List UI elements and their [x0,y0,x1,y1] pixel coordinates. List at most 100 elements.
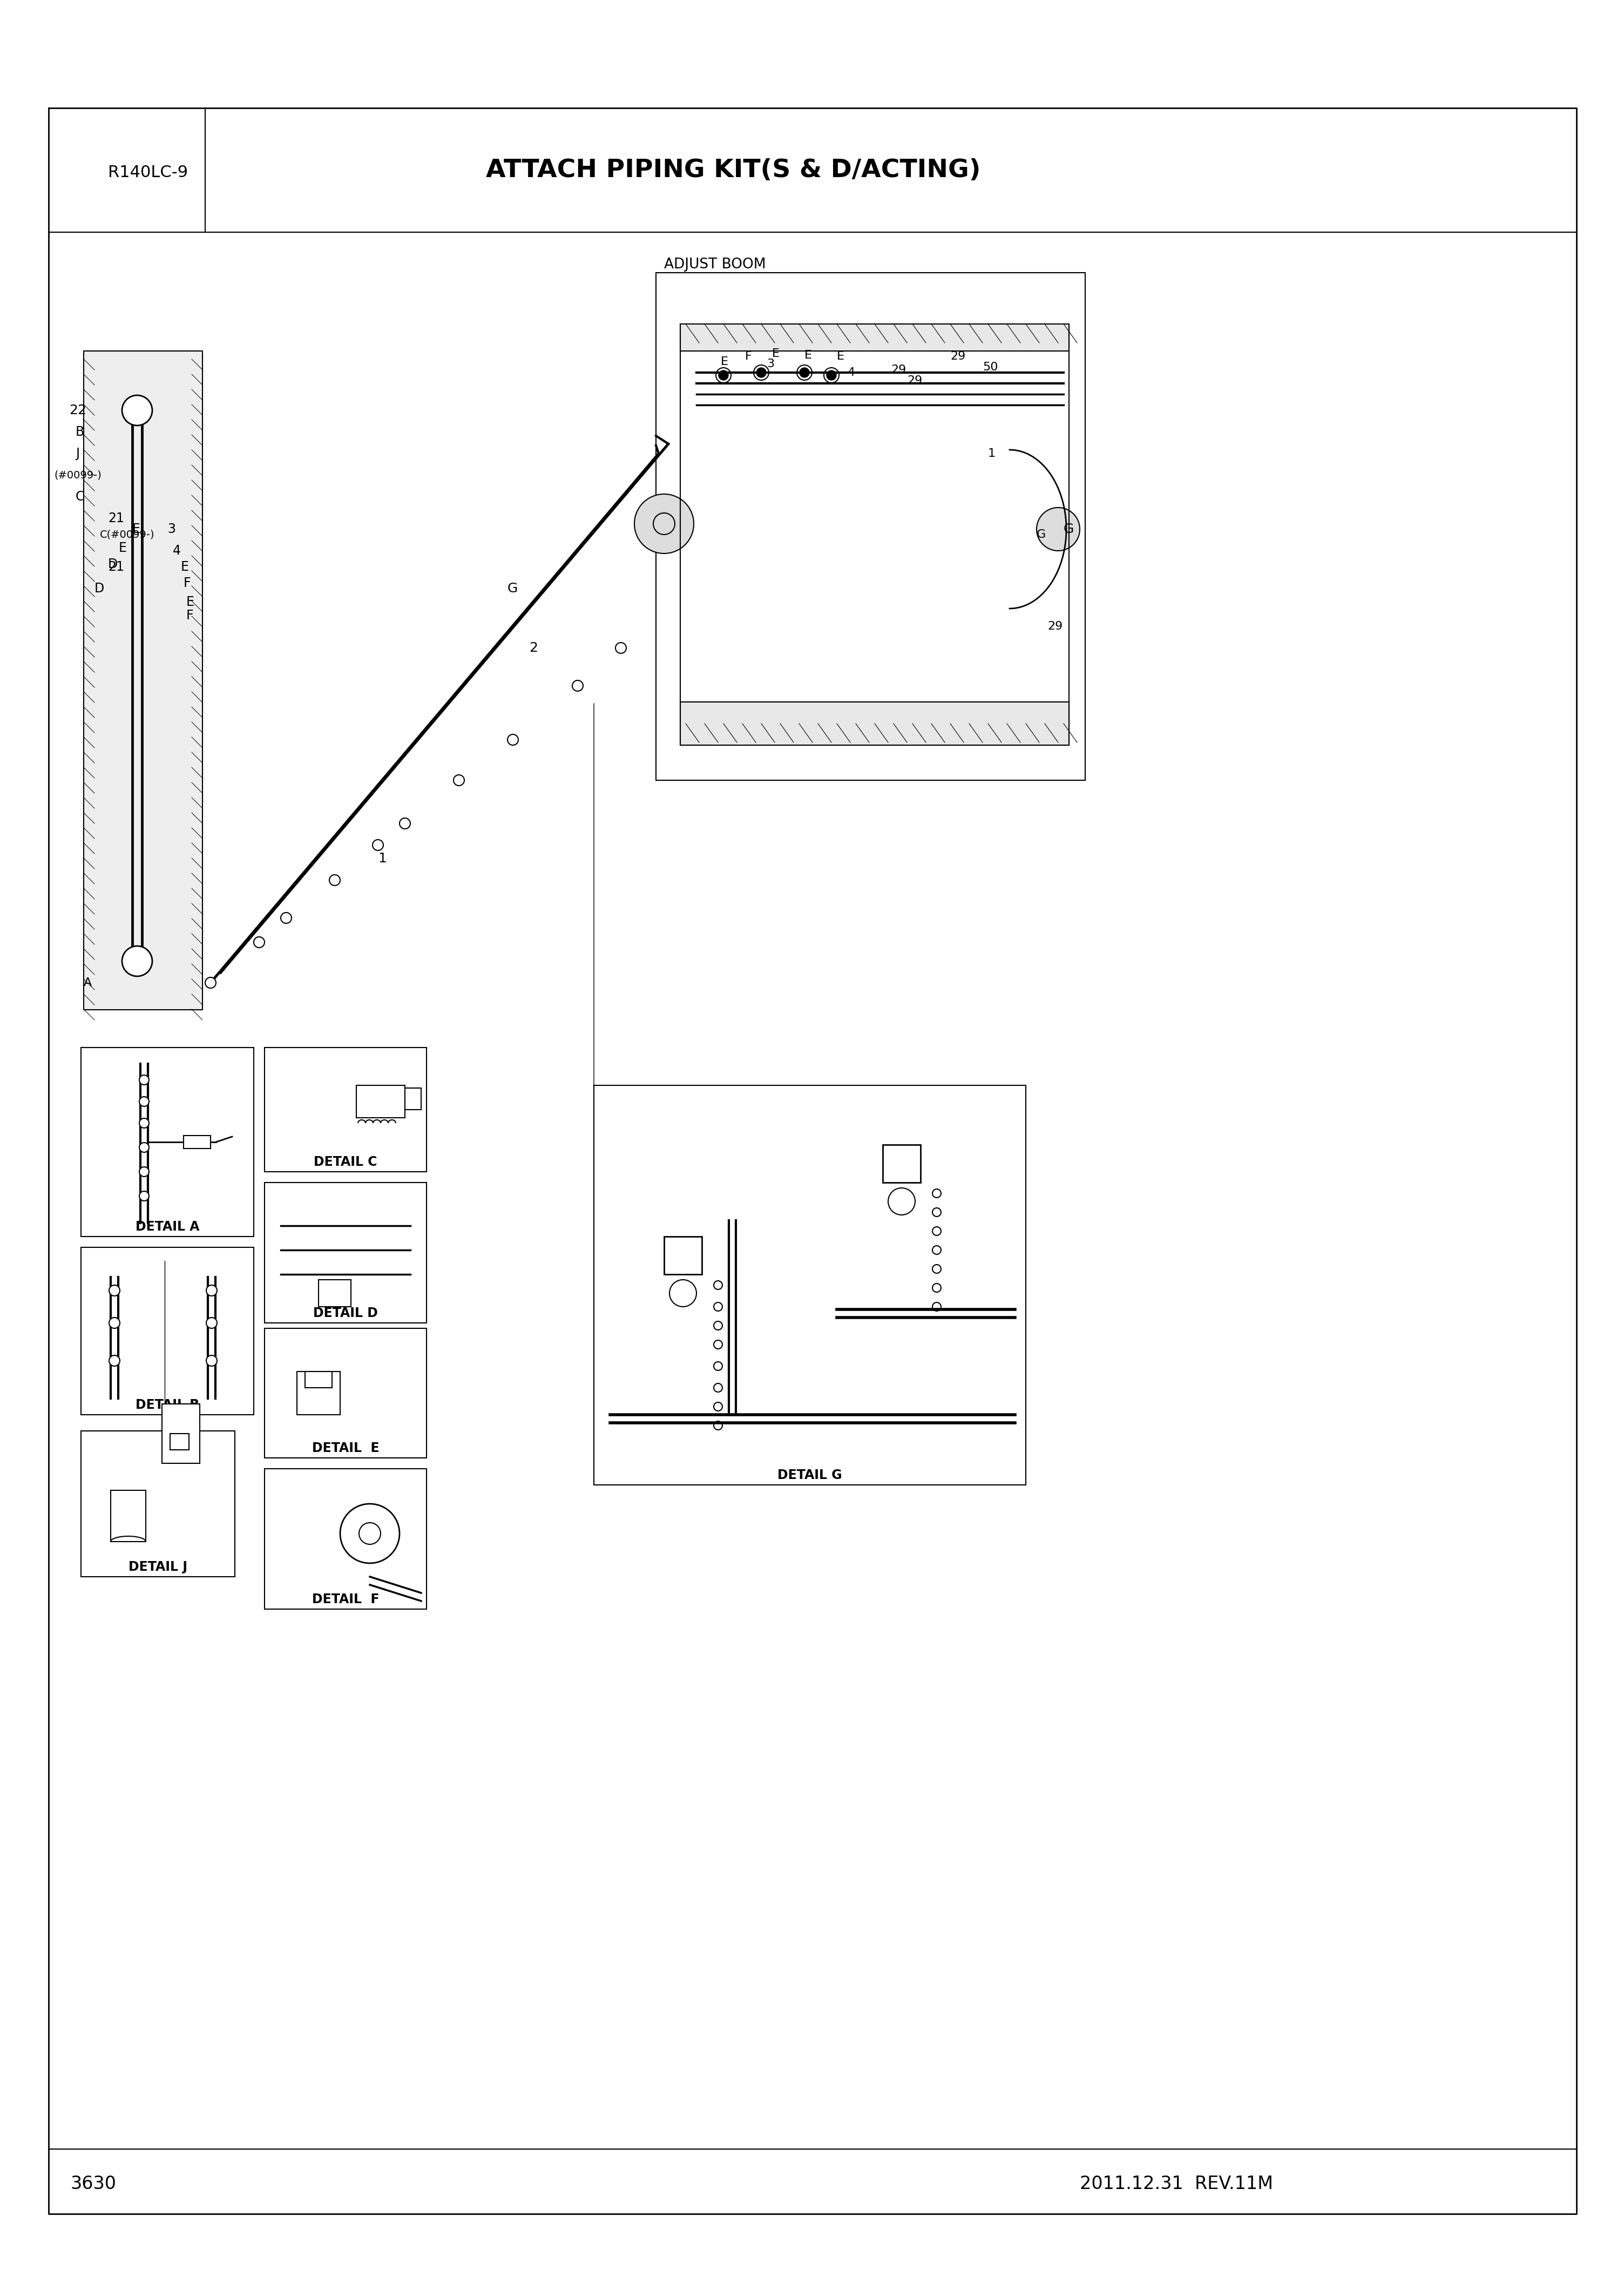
Text: 2: 2 [529,641,538,655]
Text: C(#0099-): C(#0099-) [101,529,154,540]
Circle shape [932,1246,940,1255]
Text: 22: 22 [175,1282,190,1294]
Text: 4: 4 [848,366,856,378]
Text: E: E [804,350,812,362]
Text: 21: 21 [107,561,123,572]
Bar [297,1372,339,1415]
Text: DETAIL D: DETAIL D [313,1308,378,1319]
Bar [356,1085,404,1118]
Bar [184,1136,211,1150]
Text: 13: 13 [843,1150,856,1159]
Text: 17: 17 [827,1305,840,1314]
Bar [265,1468,427,1610]
Text: 32: 32 [271,1438,286,1450]
Text: 11: 11 [619,1276,632,1285]
Text: 22: 22 [86,1282,101,1294]
Circle shape [281,911,292,923]
Bar [305,1372,331,1388]
Circle shape [140,1143,149,1152]
Text: R140LC-9: R140LC-9 [107,165,188,181]
Text: 29: 29 [1047,621,1062,632]
Text: G: G [1064,522,1073,536]
Circle shape [888,1189,914,1216]
Text: 9: 9 [278,1521,286,1530]
Text: F: F [184,577,192,589]
Circle shape [932,1303,940,1312]
Text: 29: 29 [156,1067,171,1076]
Text: 31: 31 [271,1358,286,1369]
Text: E: E [771,348,780,360]
Text: E: E [180,561,188,572]
Circle shape [140,1097,149,1106]
Text: D: D [94,582,104,595]
Text: DETAIL G: DETAIL G [778,1468,843,1482]
Circle shape [932,1227,940,1234]
Text: 18: 18 [742,1278,755,1287]
Circle shape [713,1383,723,1392]
Text: A: A [84,978,93,989]
Text: 29: 29 [86,1317,101,1328]
Text: G: G [1036,529,1046,540]
Text: DETAIL J: DETAIL J [128,1559,187,1573]
Circle shape [713,1363,723,1369]
Text: 24: 24 [86,1168,99,1179]
Text: 15: 15 [955,1195,970,1207]
Circle shape [932,1189,940,1198]
Circle shape [932,1282,940,1292]
Text: 21: 21 [86,1067,99,1076]
Circle shape [615,643,627,653]
Circle shape [400,818,411,829]
Circle shape [799,369,809,378]
Text: 50: 50 [983,362,999,373]
Bar [110,1491,146,1541]
Circle shape [372,840,383,850]
Circle shape [713,1340,723,1349]
Bar [81,1047,253,1237]
Text: DETAIL C: DETAIL C [313,1156,377,1168]
Text: -#0095: -#0095 [89,1253,125,1262]
Text: 1: 1 [987,449,996,458]
Circle shape [932,1207,940,1216]
Text: ADJUST BOOM: ADJUST BOOM [664,256,767,273]
Text: C: C [76,490,84,504]
Bar [162,1404,200,1463]
Circle shape [122,396,153,426]
Bar [184,1136,211,1150]
Circle shape [339,1505,400,1564]
Text: 26: 26 [237,1159,252,1168]
Text: 17: 17 [612,1401,627,1411]
Bar [81,1248,253,1415]
Text: 6: 6 [955,1221,963,1232]
Bar [883,1145,921,1182]
Circle shape [713,1303,723,1312]
Circle shape [669,1280,697,1308]
Text: 22: 22 [70,403,86,417]
Circle shape [453,774,464,785]
Text: 20: 20 [840,1113,853,1122]
Text: E: E [132,522,140,536]
Text: 41: 41 [840,1124,853,1134]
Text: #0096-: #0096- [171,1253,206,1262]
Text: 33: 33 [86,1509,99,1521]
Polygon shape [84,350,203,1010]
Text: 5: 5 [955,1246,963,1257]
Text: 27: 27 [271,1076,286,1088]
Text: 29: 29 [892,364,906,376]
Text: F: F [745,350,752,362]
Circle shape [253,937,265,948]
Bar [594,1085,1026,1484]
Bar [404,1088,421,1111]
Bar [656,273,1085,781]
Circle shape [206,1356,218,1367]
Text: 25: 25 [86,1090,99,1101]
Circle shape [140,1074,149,1085]
Text: 12: 12 [619,1264,632,1273]
Text: 30: 30 [159,1118,174,1129]
Text: 41: 41 [619,1239,632,1250]
Text: (#0099-): (#0099-) [54,469,101,481]
Text: 11: 11 [843,1161,856,1172]
Text: 3: 3 [167,522,175,536]
Text: 14: 14 [840,1136,853,1147]
Circle shape [718,371,728,380]
Circle shape [140,1191,149,1200]
